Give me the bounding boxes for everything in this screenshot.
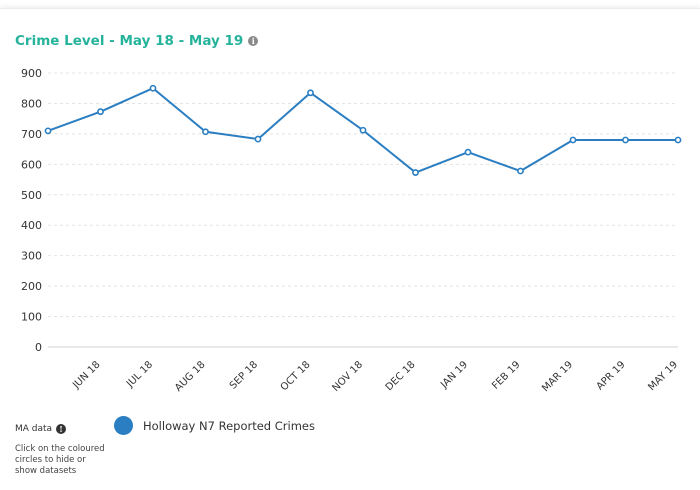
- x-tick-label: FEB 19: [490, 359, 522, 391]
- data-point: [307, 89, 314, 97]
- x-tick-label: JUN 18: [70, 359, 102, 391]
- x-tick-label: MAR 19: [540, 359, 575, 394]
- ma-data-label: MA data !: [15, 424, 67, 434]
- y-tick-label: 500: [21, 189, 42, 202]
- data-point: [517, 167, 524, 175]
- data-point: [622, 136, 629, 144]
- x-tick-label: AUG 18: [173, 359, 208, 394]
- data-point: [149, 84, 157, 92]
- y-tick-label: 100: [21, 311, 42, 324]
- data-point: [254, 135, 262, 143]
- y-tick-label: 900: [21, 67, 42, 80]
- ma-data-text: MA data: [15, 424, 53, 434]
- legend-label: Holloway N7 Reported Crimes: [143, 418, 315, 433]
- x-tick-label: JUL 18: [124, 359, 155, 390]
- data-point: [569, 136, 577, 144]
- data-point: [674, 136, 682, 144]
- y-tick-label: 600: [21, 158, 42, 171]
- ma-info-icon[interactable]: !: [56, 424, 67, 434]
- data-point: [464, 148, 472, 156]
- y-tick-label: 200: [21, 280, 42, 293]
- x-tick-label: APR 19: [595, 359, 628, 392]
- x-tick-label: MAY 19: [646, 359, 680, 393]
- y-tick-label: 400: [21, 219, 42, 232]
- data-point: [359, 126, 367, 134]
- y-tick-label: 700: [21, 128, 42, 141]
- legend-hint: Click on the coloured circles to hide or…: [15, 444, 105, 476]
- chart-title: Crime Level - May 18 - May 19 i: [15, 33, 259, 49]
- chart-title-text: Crime Level - May 18 - May 19: [15, 33, 244, 49]
- x-tick-label: NOV 18: [331, 359, 366, 394]
- x-tick-label: DEC 18: [384, 359, 418, 393]
- legend-item[interactable]: Holloway N7 Reported Crimes: [114, 416, 315, 435]
- x-tick-label: SEP 18: [228, 359, 260, 391]
- x-tick-label: JAN 19: [438, 359, 470, 391]
- legend-toggle-circle[interactable]: [114, 416, 133, 435]
- data-point: [44, 127, 52, 135]
- data-point: [202, 128, 209, 136]
- chart-card: [0, 8, 700, 490]
- data-point: [97, 108, 104, 116]
- info-icon[interactable]: i: [248, 36, 259, 46]
- data-point: [412, 169, 419, 176]
- y-tick-label: 800: [21, 97, 42, 110]
- y-tick-label: 300: [21, 250, 42, 263]
- x-tick-label: OCT 18: [279, 359, 313, 393]
- y-tick-label: 0: [35, 341, 42, 354]
